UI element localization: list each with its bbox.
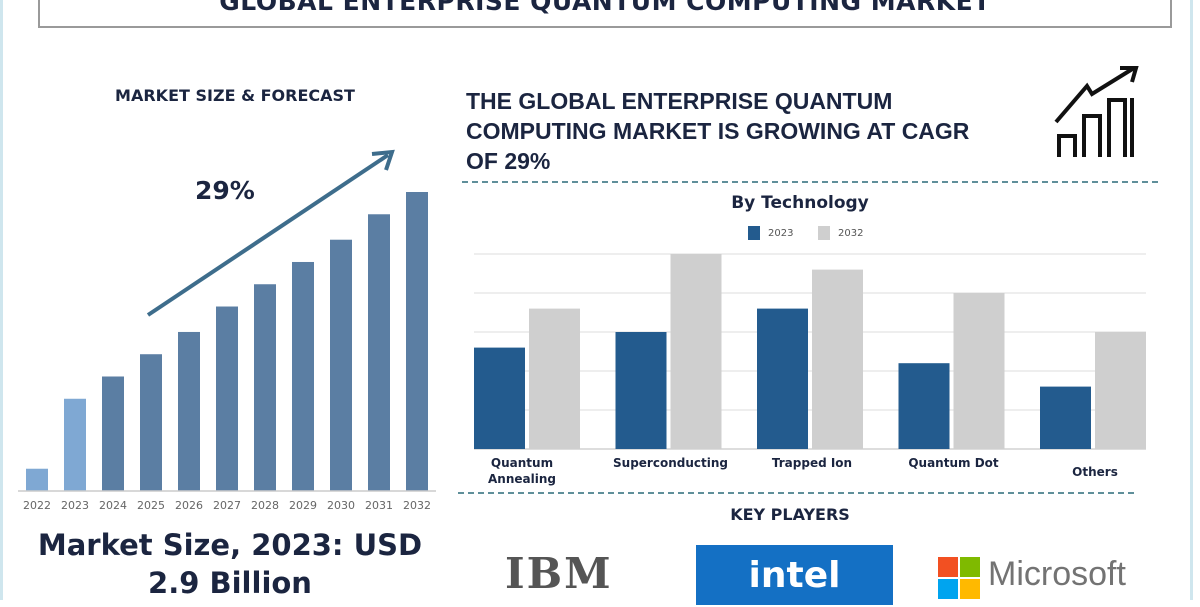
x-tick-label: 2027 xyxy=(213,499,241,512)
bar-2023-superconducting xyxy=(615,332,667,449)
category-label: Quantum Dot xyxy=(908,456,999,470)
category-label: Others xyxy=(1072,465,1118,479)
microsoft-windows-icon xyxy=(938,557,980,599)
right-border xyxy=(1190,0,1193,600)
legend-swatch xyxy=(748,226,760,240)
category-label: Superconducting xyxy=(613,456,728,470)
bar-2032-superconducting xyxy=(670,254,722,449)
divider xyxy=(462,181,1158,183)
forecast-bar-2026 xyxy=(178,331,200,491)
bar-2023-quantum-annealing xyxy=(474,347,525,449)
cagr-annotation: 29% xyxy=(195,176,255,205)
bar-2023-trapped-ion xyxy=(757,308,808,449)
left-border xyxy=(0,0,3,600)
growth-chart-icon xyxy=(1054,66,1139,157)
x-tick-label: 2024 xyxy=(99,499,127,512)
market-size-text: Market Size, 2023: USD 2.9 Billion xyxy=(37,528,423,600)
x-tick-label: 2032 xyxy=(403,499,431,512)
bar-2032-quantum-dot xyxy=(953,293,1005,449)
bar-2023-others xyxy=(1040,386,1091,449)
x-tick-label: 2023 xyxy=(61,499,89,512)
legend-swatch xyxy=(818,226,830,240)
forecast-bar-2032 xyxy=(406,192,428,491)
headline: THE GLOBAL ENTERPRISE QUANTUM COMPUTING … xyxy=(466,88,970,174)
forecast-bar-2022 xyxy=(26,468,48,491)
ibm-logo: IBM xyxy=(505,552,635,596)
forecast-bar-2029 xyxy=(292,261,314,491)
legend-label: 2032 xyxy=(838,227,864,239)
forecast-bar-2027 xyxy=(216,306,238,491)
legend-label: 2023 xyxy=(768,227,794,239)
forecast-chart xyxy=(18,149,436,492)
x-tick-label: 2029 xyxy=(289,499,317,512)
x-tick-label: 2028 xyxy=(251,499,279,512)
category-label: Trapped Ion xyxy=(771,456,853,470)
forecast-bar-2023 xyxy=(64,398,86,491)
key-players-heading: KEY PLAYERS xyxy=(730,505,850,524)
bar-2032-trapped-ion xyxy=(812,269,863,449)
bar-2032-others xyxy=(1095,332,1146,449)
forecast-bar-2024 xyxy=(102,376,124,491)
forecast-bar-2028 xyxy=(254,284,276,491)
page-title: GLOBAL ENTERPRISE QUANTUM COMPUTING MARK… xyxy=(38,0,1172,28)
trend-arrow-icon xyxy=(146,149,395,317)
category-label: Quantum Annealing xyxy=(488,456,556,486)
bar-2032-quantum-annealing xyxy=(529,308,580,449)
microsoft-logo: Microsoft xyxy=(938,555,1126,603)
intel-logo: intel xyxy=(696,545,893,605)
technology-chart xyxy=(474,253,1146,450)
x-tick-label: 2022 xyxy=(23,499,51,512)
microsoft-logo-text: Microsoft xyxy=(988,555,1126,593)
bar-2023-quantum-dot xyxy=(898,363,950,449)
forecast-bar-2031 xyxy=(368,214,390,491)
x-tick-label: 2030 xyxy=(327,499,355,512)
technology-chart-title: By Technology xyxy=(731,193,869,213)
x-tick-label: 2026 xyxy=(175,499,203,512)
divider xyxy=(458,492,1134,494)
legend-item-2032: 2032 xyxy=(818,226,863,240)
forecast-bar-2025 xyxy=(140,354,162,491)
legend-item-2023: 2023 xyxy=(748,226,793,240)
x-tick-label: 2025 xyxy=(137,499,165,512)
x-tick-label: 2031 xyxy=(365,499,393,512)
forecast-bar-2030 xyxy=(330,239,352,491)
forecast-chart-title: MARKET SIZE & FORECAST xyxy=(115,86,355,105)
